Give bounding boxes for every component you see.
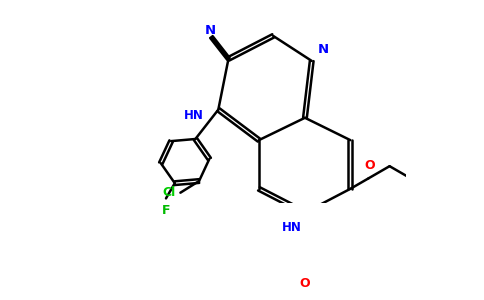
Text: O: O <box>365 159 376 172</box>
Text: Cl: Cl <box>162 186 175 199</box>
Text: O: O <box>300 277 310 290</box>
Text: HN: HN <box>282 221 302 234</box>
Text: F: F <box>162 205 170 218</box>
Text: HN: HN <box>184 109 204 122</box>
Text: N: N <box>318 43 329 56</box>
Text: N: N <box>205 24 216 38</box>
